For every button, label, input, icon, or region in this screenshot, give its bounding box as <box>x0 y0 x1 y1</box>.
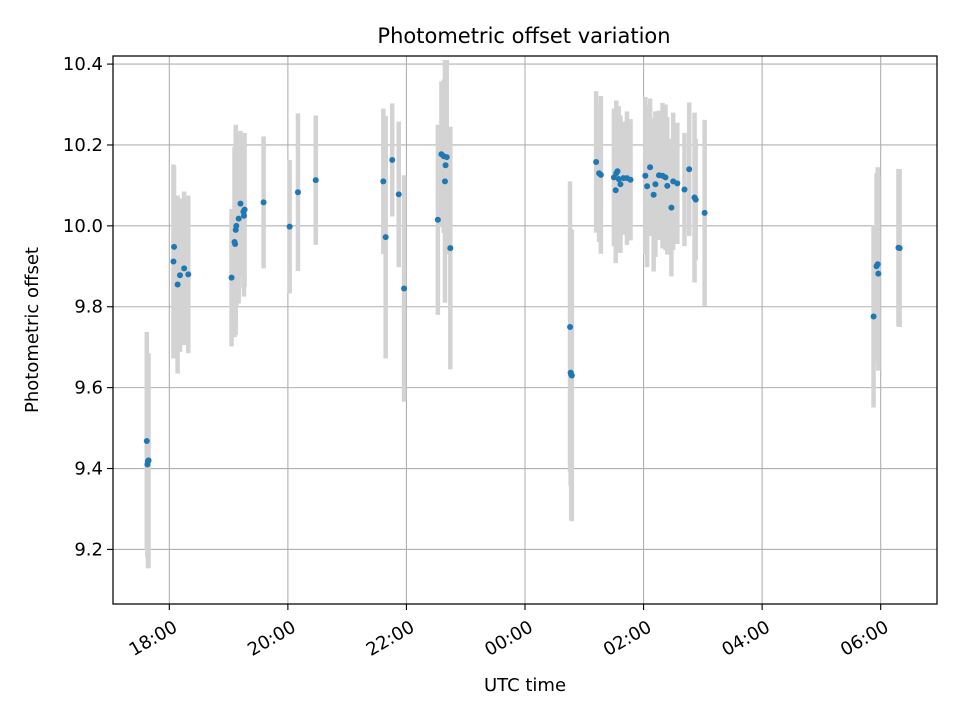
data-point <box>382 234 389 241</box>
data-point <box>593 158 600 165</box>
data-point <box>612 187 619 194</box>
x-axis-label: UTC time <box>484 675 566 696</box>
data-point <box>668 204 675 211</box>
data-point <box>312 177 319 184</box>
data-point <box>615 175 622 182</box>
data-point <box>395 191 402 198</box>
x-tick-label: 20:00 <box>244 617 299 661</box>
data-point <box>644 183 651 190</box>
data-point <box>401 285 408 292</box>
data-point <box>701 209 708 216</box>
data-point <box>233 222 240 229</box>
y-tick-label: 9.8 <box>74 297 103 318</box>
data-point <box>260 199 267 206</box>
x-tick-label: 06:00 <box>837 617 892 661</box>
data-point <box>185 271 192 278</box>
y-tick-label: 10.4 <box>63 54 103 75</box>
data-point <box>228 274 235 281</box>
data-point <box>875 270 882 277</box>
data-point <box>692 196 699 203</box>
data-point <box>568 372 575 379</box>
data-point <box>662 174 669 181</box>
data-point <box>389 156 396 163</box>
chart-title: Photometric offset variation <box>377 24 670 48</box>
y-tick-label: 9.6 <box>74 378 103 399</box>
y-axis-label: Photometric offset <box>22 247 43 413</box>
data-point <box>176 272 183 279</box>
data-point <box>650 191 657 198</box>
x-tick-label: 04:00 <box>718 617 773 661</box>
data-point <box>874 261 881 268</box>
data-point <box>235 215 242 222</box>
data-point <box>674 180 681 187</box>
data-point <box>294 189 301 196</box>
data-point <box>143 438 150 445</box>
data-point <box>174 281 181 288</box>
data-points <box>143 151 903 468</box>
data-point <box>170 258 177 265</box>
data-point <box>441 178 448 185</box>
data-point <box>642 172 649 179</box>
x-tick-label: 00:00 <box>481 617 536 661</box>
x-tick-label: 22:00 <box>363 617 418 661</box>
data-point <box>241 206 248 213</box>
data-point <box>686 166 693 173</box>
data-point <box>181 265 188 272</box>
data-point <box>896 245 903 252</box>
y-tick-label: 10.0 <box>63 216 103 237</box>
error-bars <box>144 60 902 569</box>
data-point <box>617 181 624 188</box>
data-point <box>681 186 688 193</box>
data-point <box>597 171 604 178</box>
y-tick-label: 9.2 <box>74 539 103 560</box>
data-point <box>870 313 877 320</box>
data-point <box>171 243 178 250</box>
data-point <box>241 212 248 219</box>
data-point <box>664 182 671 189</box>
data-point <box>443 154 450 161</box>
data-point <box>237 200 244 207</box>
x-tick-label: 02:00 <box>600 617 655 661</box>
data-point <box>442 162 449 169</box>
data-point <box>286 223 293 230</box>
data-point <box>652 181 659 188</box>
data-point <box>380 178 387 185</box>
y-tick-label: 10.2 <box>63 135 103 156</box>
data-point <box>614 168 621 175</box>
x-tick-label: 18:00 <box>126 617 181 661</box>
data-point <box>232 241 239 248</box>
data-point <box>567 323 574 330</box>
data-point <box>647 164 654 171</box>
data-point <box>627 176 634 183</box>
y-tick-label: 9.4 <box>74 459 103 480</box>
data-point <box>145 457 152 464</box>
data-point <box>447 245 454 252</box>
grid-lines <box>113 56 937 604</box>
data-point <box>434 216 441 223</box>
